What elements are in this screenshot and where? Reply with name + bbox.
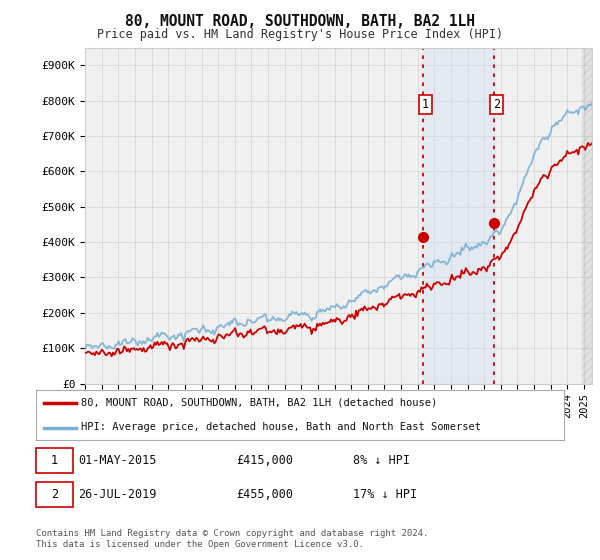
Text: 8% ↓ HPI: 8% ↓ HPI <box>353 454 410 467</box>
Text: Contains HM Land Registry data © Crown copyright and database right 2024.
This d: Contains HM Land Registry data © Crown c… <box>36 529 428 549</box>
Bar <box>423 48 496 384</box>
Text: 01-MAY-2015: 01-MAY-2015 <box>78 454 157 467</box>
Text: 2: 2 <box>493 97 500 111</box>
Text: 1: 1 <box>422 97 429 111</box>
Text: 80, MOUNT ROAD, SOUTHDOWN, BATH, BA2 1LH: 80, MOUNT ROAD, SOUTHDOWN, BATH, BA2 1LH <box>125 14 475 29</box>
Text: Price paid vs. HM Land Registry's House Price Index (HPI): Price paid vs. HM Land Registry's House … <box>97 28 503 41</box>
FancyBboxPatch shape <box>36 482 73 507</box>
Text: £415,000: £415,000 <box>236 454 293 467</box>
Text: 17% ↓ HPI: 17% ↓ HPI <box>353 488 417 501</box>
Text: HPI: Average price, detached house, Bath and North East Somerset: HPI: Average price, detached house, Bath… <box>81 422 481 432</box>
Text: 26-JUL-2019: 26-JUL-2019 <box>78 488 157 501</box>
Text: 1: 1 <box>51 454 58 467</box>
Text: £455,000: £455,000 <box>236 488 293 501</box>
Text: 2: 2 <box>51 488 58 501</box>
Bar <box>582 48 592 384</box>
Text: 80, MOUNT ROAD, SOUTHDOWN, BATH, BA2 1LH (detached house): 80, MOUNT ROAD, SOUTHDOWN, BATH, BA2 1LH… <box>81 398 437 408</box>
FancyBboxPatch shape <box>36 448 73 473</box>
